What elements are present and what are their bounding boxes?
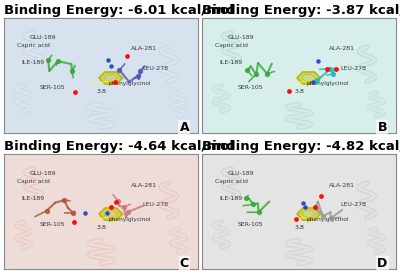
Point [264, 72, 270, 76]
Point [253, 72, 260, 76]
Polygon shape [297, 72, 320, 84]
Point [135, 74, 141, 78]
Text: ALA-281: ALA-281 [328, 183, 354, 188]
Text: Capric acid: Capric acid [215, 179, 248, 184]
Point [45, 58, 51, 62]
Point [104, 210, 110, 215]
Text: Binding Energy: -3.87 kcal/mol: Binding Energy: -3.87 kcal/mol [202, 4, 400, 17]
Text: ILE-189: ILE-189 [220, 196, 243, 201]
Point [54, 59, 61, 63]
Polygon shape [99, 208, 122, 220]
Text: A: A [180, 121, 189, 134]
Point [108, 64, 114, 68]
Text: SER-105: SER-105 [238, 86, 263, 90]
Point [312, 204, 318, 209]
Point [71, 220, 77, 224]
Point [250, 202, 257, 207]
Text: 3.8: 3.8 [294, 225, 304, 230]
Text: LEU-278: LEU-278 [142, 66, 168, 71]
Point [292, 217, 299, 221]
Text: LEU-278: LEU-278 [340, 66, 366, 71]
Polygon shape [297, 208, 320, 220]
Point [312, 206, 319, 210]
Point [112, 80, 118, 84]
Text: Binding Energy: -4.64 kcal/mol: Binding Energy: -4.64 kcal/mol [4, 140, 234, 153]
Point [315, 59, 321, 63]
Text: GLU-189: GLU-189 [228, 171, 254, 176]
Text: 3.8: 3.8 [96, 225, 106, 230]
Point [115, 199, 122, 203]
Text: SER-105: SER-105 [40, 222, 66, 227]
Point [256, 210, 262, 214]
Point [125, 210, 132, 214]
Point [318, 193, 324, 198]
Text: Capric acid: Capric acid [17, 179, 50, 184]
Point [124, 54, 130, 59]
Point [330, 72, 336, 76]
Text: phenylglycinol: phenylglycinol [307, 217, 349, 222]
Text: phenylglycinol: phenylglycinol [109, 81, 151, 86]
Text: ALA-281: ALA-281 [328, 46, 354, 51]
Text: C: C [180, 257, 189, 270]
Text: GLU-189: GLU-189 [228, 35, 254, 40]
Text: Binding Energy: -4.82 kcal/mol: Binding Energy: -4.82 kcal/mol [202, 140, 400, 153]
Point [105, 58, 111, 62]
Text: LEU-278: LEU-278 [340, 202, 366, 207]
Text: SER-105: SER-105 [238, 222, 263, 227]
Point [69, 69, 75, 73]
Point [108, 205, 114, 209]
Text: D: D [377, 257, 387, 270]
Text: ILE-189: ILE-189 [22, 196, 45, 201]
Point [300, 201, 306, 205]
Point [116, 68, 122, 72]
Polygon shape [99, 72, 122, 84]
Point [113, 200, 119, 205]
Point [286, 89, 293, 94]
Text: 3.8: 3.8 [96, 89, 106, 94]
Text: SER-105: SER-105 [40, 86, 66, 90]
Point [328, 216, 334, 221]
Point [82, 210, 88, 215]
Point [310, 79, 316, 84]
Point [301, 205, 308, 210]
Text: Capric acid: Capric acid [17, 43, 50, 48]
Text: GLU-189: GLU-189 [30, 35, 56, 40]
Text: ALA-281: ALA-281 [131, 183, 157, 188]
Text: Binding Energy: -6.01 kcal/mol: Binding Energy: -6.01 kcal/mol [4, 4, 234, 17]
Point [323, 67, 330, 71]
Text: LEU-278: LEU-278 [142, 202, 168, 207]
Point [121, 205, 127, 209]
Point [320, 214, 326, 218]
Text: GLU-189: GLU-189 [30, 171, 56, 176]
Point [244, 68, 250, 73]
Point [333, 67, 339, 71]
Point [70, 211, 76, 215]
Text: B: B [378, 121, 387, 134]
Point [137, 69, 144, 73]
Point [243, 196, 249, 200]
Point [327, 66, 333, 71]
Point [44, 208, 50, 213]
Text: Capric acid: Capric acid [215, 43, 248, 48]
Text: ILE-189: ILE-189 [220, 60, 243, 65]
Text: 3.8: 3.8 [294, 89, 304, 94]
Text: phenylglycinol: phenylglycinol [109, 217, 151, 222]
Text: ILE-189: ILE-189 [22, 60, 45, 65]
Point [314, 78, 320, 83]
Text: ALA-281: ALA-281 [131, 46, 157, 51]
Point [61, 198, 68, 202]
Text: phenylglycinol: phenylglycinol [307, 81, 349, 86]
Point [72, 90, 78, 94]
